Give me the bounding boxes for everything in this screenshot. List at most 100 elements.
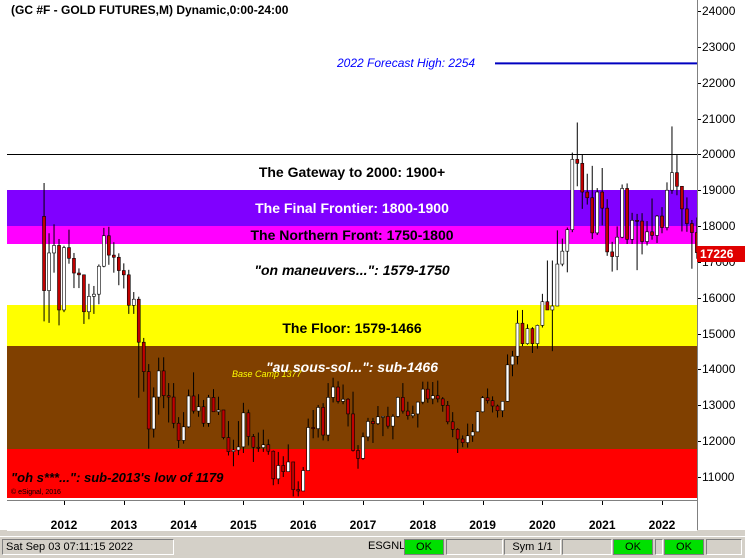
candle bbox=[495, 404, 500, 418]
candle bbox=[176, 417, 181, 448]
candle bbox=[530, 327, 535, 353]
candle-body bbox=[416, 401, 420, 415]
candle-body bbox=[341, 398, 345, 402]
candle-body bbox=[530, 328, 535, 344]
candle-body bbox=[605, 207, 609, 253]
candle-body bbox=[371, 421, 375, 424]
band-label-final_frontier: The Final Frontier: 1800-1900 bbox=[255, 200, 449, 217]
candle bbox=[555, 230, 560, 307]
candle bbox=[381, 416, 385, 437]
candle bbox=[67, 229, 71, 264]
x-axis[interactable]: 2012 2013 2014 2015 2016 2017 2018 2019 2020 2021… bbox=[7, 500, 697, 532]
candle-body bbox=[271, 450, 276, 480]
candle-body bbox=[655, 215, 659, 236]
candle bbox=[455, 428, 460, 453]
candle bbox=[296, 481, 301, 497]
candle bbox=[460, 435, 465, 448]
candle bbox=[286, 444, 291, 472]
forecast-label: 2022 Forecast High: 2254 bbox=[337, 56, 476, 71]
candle-body bbox=[92, 293, 96, 297]
candle bbox=[680, 185, 684, 232]
candle-body bbox=[685, 208, 689, 224]
candle bbox=[57, 238, 61, 326]
candle-body bbox=[361, 436, 365, 459]
y-tick-label: 22000 bbox=[702, 75, 736, 90]
candle bbox=[610, 241, 614, 272]
esgnl-ok-indicator: OK bbox=[404, 539, 444, 555]
x-tick-label: 2012 bbox=[50, 518, 78, 532]
y-tick-mark bbox=[698, 261, 701, 263]
candle-body bbox=[366, 421, 370, 438]
candle bbox=[126, 269, 131, 314]
x-tick-label: 2017 bbox=[349, 518, 377, 532]
candle bbox=[112, 242, 116, 273]
y-tick-mark bbox=[698, 441, 701, 443]
x-tick-mark bbox=[183, 501, 185, 505]
candle bbox=[206, 394, 211, 427]
candle-body bbox=[430, 395, 435, 400]
candle-body bbox=[166, 395, 171, 398]
candles-layer bbox=[42, 62, 697, 497]
candle bbox=[480, 395, 485, 413]
status-panel-blank-2 bbox=[562, 539, 612, 555]
candle bbox=[196, 394, 201, 417]
candle-body bbox=[420, 388, 425, 403]
x-tick-mark bbox=[602, 501, 604, 505]
band-label-oh_s: "oh s***...": sub-2013's low of 1179 bbox=[11, 470, 224, 485]
status-panel-blank-1 bbox=[446, 539, 503, 555]
candle bbox=[141, 337, 146, 392]
candle-body bbox=[460, 438, 465, 443]
candle-body bbox=[296, 489, 301, 492]
candle bbox=[341, 384, 345, 405]
plot-area[interactable]: (GC #F - GOLD FUTURES,M) Dynamic,0:00-24… bbox=[7, 0, 697, 500]
candle bbox=[151, 387, 156, 438]
candle-body bbox=[117, 256, 121, 271]
candle bbox=[595, 188, 600, 236]
candle-body bbox=[171, 396, 176, 424]
y-tick-label: 23000 bbox=[702, 39, 736, 54]
candle-body bbox=[122, 270, 126, 276]
candle bbox=[565, 227, 570, 273]
y-tick-mark bbox=[698, 82, 701, 84]
candle-body bbox=[495, 405, 500, 411]
candle-body bbox=[42, 216, 46, 291]
candle bbox=[655, 214, 659, 243]
candle-body bbox=[630, 220, 634, 240]
candle-body bbox=[62, 247, 66, 311]
candle bbox=[650, 198, 654, 240]
candle-body bbox=[136, 298, 141, 343]
candle-body bbox=[126, 274, 131, 306]
candle bbox=[107, 226, 111, 265]
candle-body bbox=[480, 397, 485, 413]
y-tick-label: 24000 bbox=[702, 4, 736, 18]
candle-body bbox=[620, 188, 624, 238]
candle-body bbox=[565, 229, 570, 252]
status-bar: Sat Sep 03 07:11:15 2022 ESGNL: OK Sym 1… bbox=[0, 536, 745, 558]
candle bbox=[97, 264, 101, 305]
candle bbox=[690, 219, 694, 269]
candle bbox=[520, 309, 525, 347]
candle bbox=[620, 184, 624, 239]
candle bbox=[246, 409, 251, 446]
candle bbox=[625, 183, 629, 244]
candle-body bbox=[580, 163, 585, 193]
x-tick-mark bbox=[482, 501, 484, 505]
candle-body bbox=[57, 245, 61, 311]
candle-body bbox=[87, 296, 91, 313]
candle bbox=[500, 401, 505, 418]
y-axis[interactable]: 24000 23000 22000 21000 20000 19000 18000 17000… bbox=[697, 0, 745, 530]
candle-body bbox=[660, 215, 664, 228]
candle-body bbox=[475, 411, 480, 433]
x-tick-mark bbox=[363, 501, 364, 505]
candle-body bbox=[550, 305, 555, 311]
candle bbox=[102, 227, 106, 268]
band-label-floor: The Floor: 1579-1466 bbox=[282, 319, 422, 336]
candle bbox=[470, 423, 475, 442]
candle bbox=[321, 403, 325, 441]
candle bbox=[560, 238, 565, 267]
candle bbox=[241, 402, 246, 453]
y-tick-label: 11000 bbox=[702, 470, 735, 484]
candle bbox=[386, 406, 390, 429]
y-tick-mark bbox=[698, 405, 701, 407]
candle-body bbox=[376, 416, 380, 424]
